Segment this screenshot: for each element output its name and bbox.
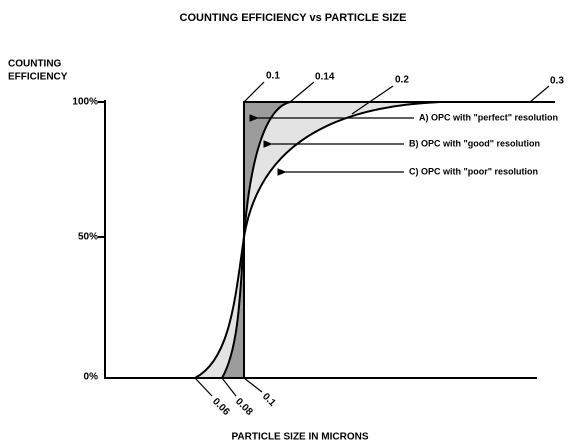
leader xyxy=(351,85,394,115)
y-tick-label: 50% xyxy=(78,232,98,243)
size-label: 0.08 xyxy=(233,396,255,418)
y-tick-label: 0% xyxy=(84,372,99,383)
leader xyxy=(221,377,237,397)
leader xyxy=(194,377,213,397)
size-label: 0.1 xyxy=(266,71,280,82)
y-tick-label: 100% xyxy=(72,97,98,108)
y-axis-label: COUNTING xyxy=(8,59,62,70)
size-label: 0.14 xyxy=(315,72,335,83)
title: COUNTING EFFICIENCY vs PARTICLE SIZE xyxy=(180,12,407,24)
legend-label: B) OPC with "good" resolution xyxy=(409,138,540,148)
y-axis-label: EFFICIENCY xyxy=(8,72,68,83)
poor-region xyxy=(195,102,440,378)
curve-c xyxy=(194,101,441,379)
size-label: 0.1 xyxy=(260,391,278,409)
legend-label: C) OPC with "poor" resolution xyxy=(409,166,538,176)
legend-label: A) OPC with "perfect" resolution xyxy=(419,112,558,122)
size-label: 0.3 xyxy=(550,76,564,87)
leader xyxy=(243,81,265,103)
size-label: 0.06 xyxy=(210,396,232,418)
size-label: 0.2 xyxy=(395,75,409,86)
leader xyxy=(243,377,263,393)
x-axis-label: PARTICLE SIZE IN MICRONS xyxy=(231,432,368,442)
leader xyxy=(529,85,550,103)
leader xyxy=(289,81,315,103)
